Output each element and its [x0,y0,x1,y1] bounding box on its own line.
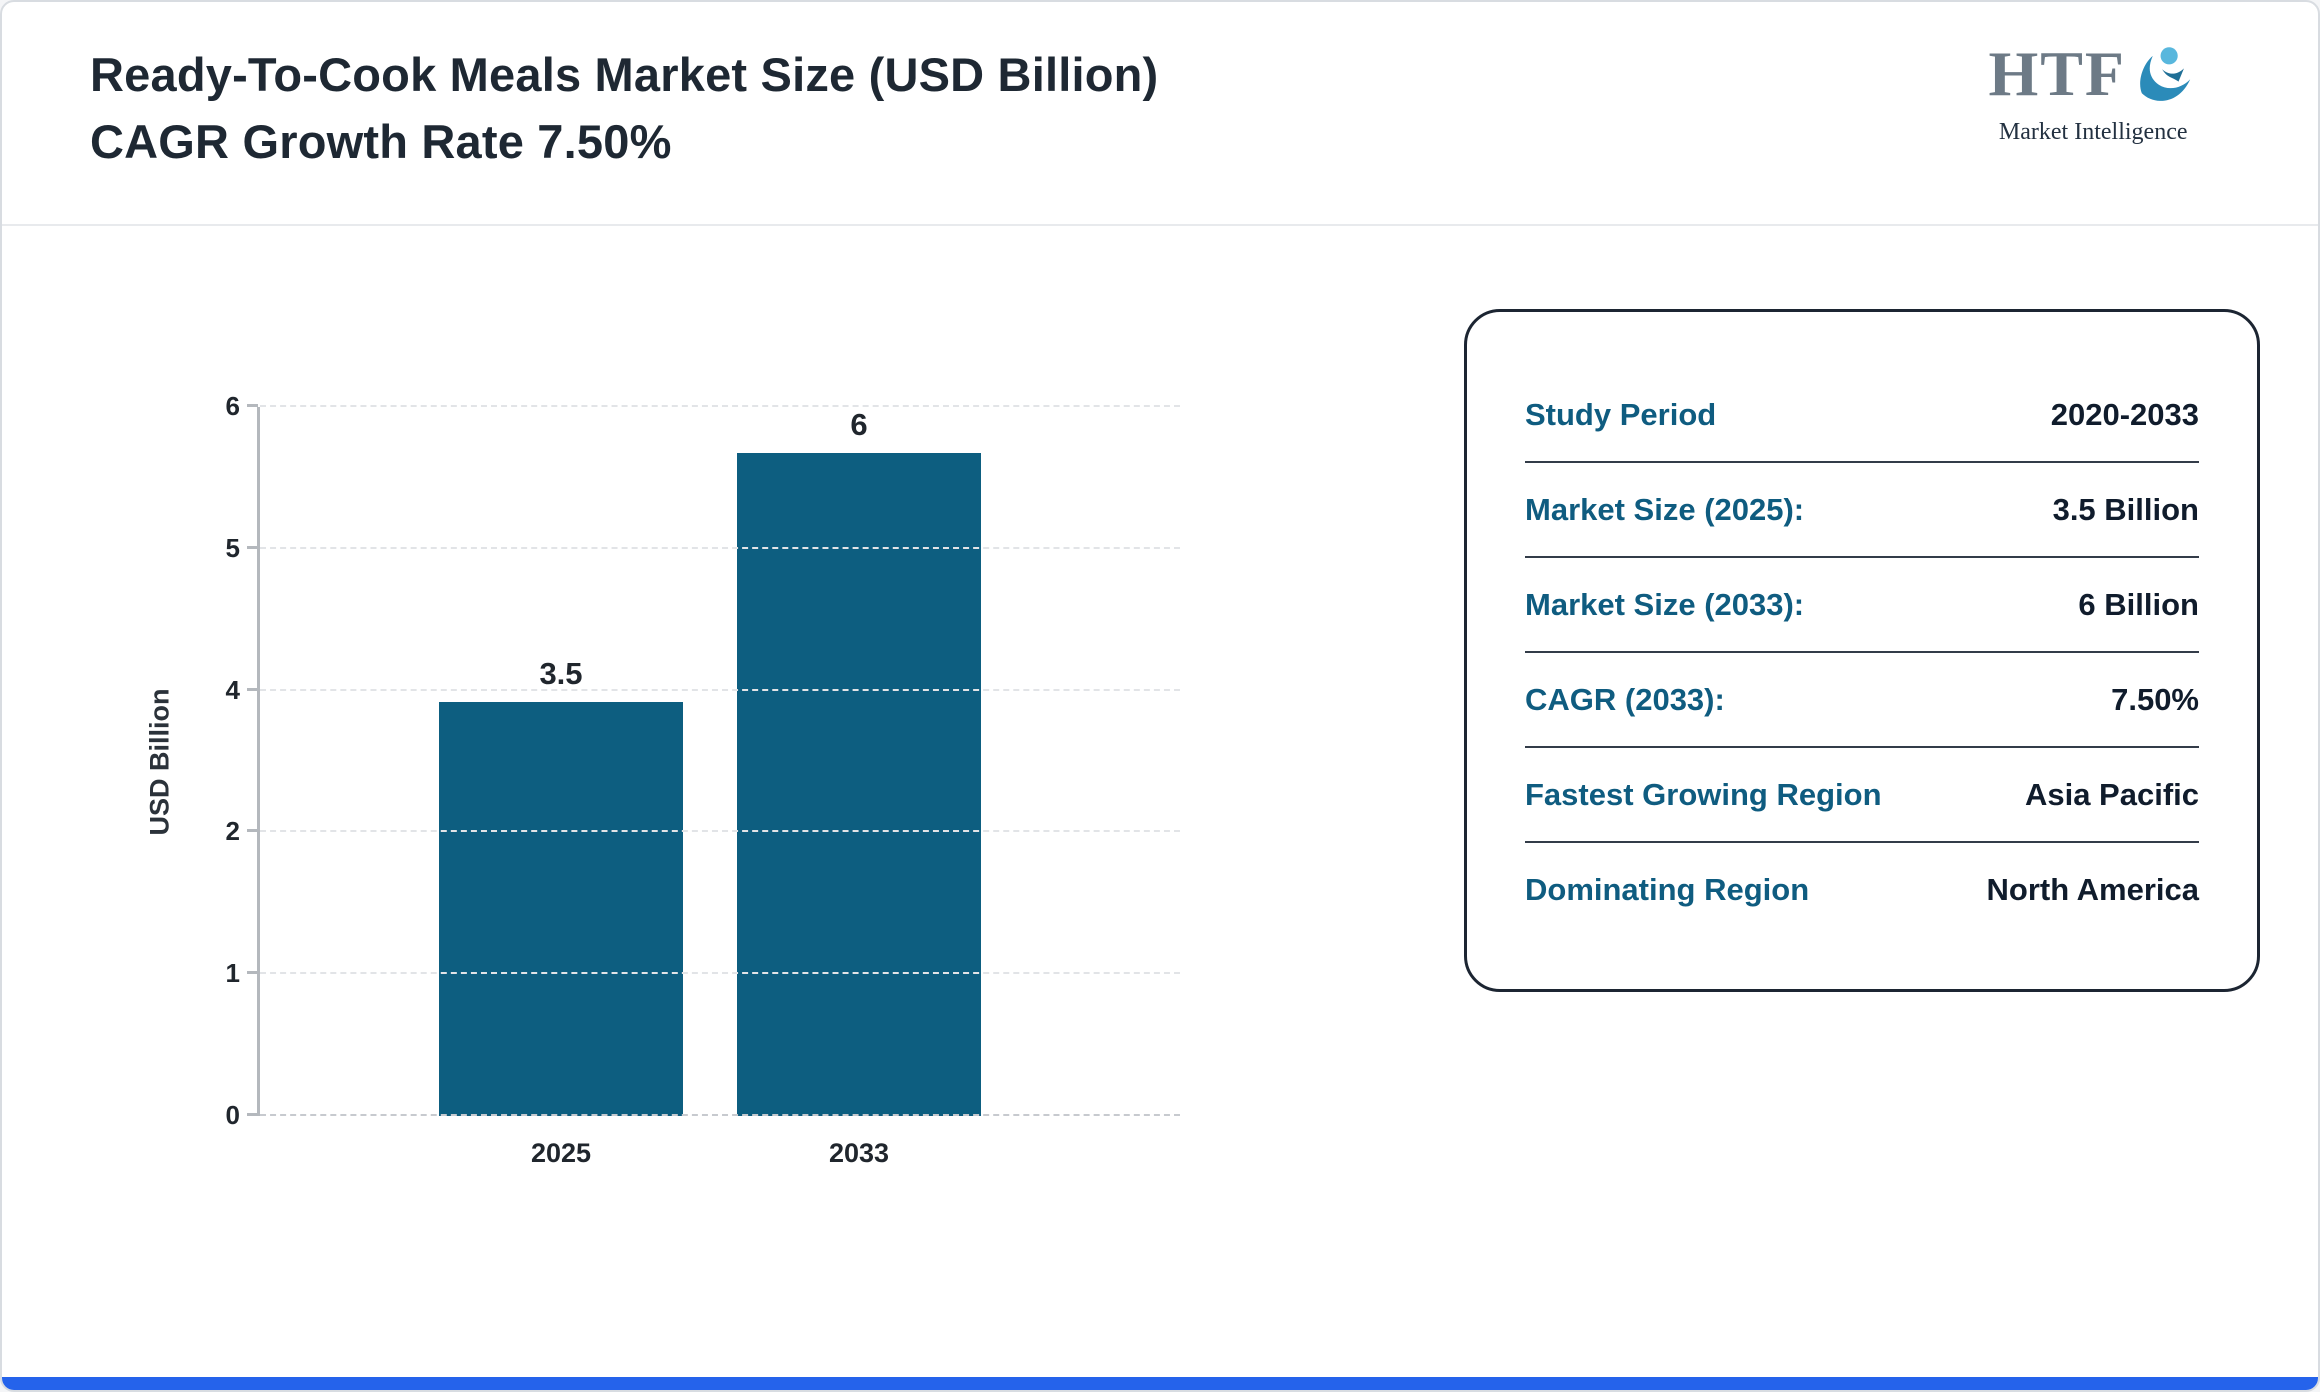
info-card-row-label: Study Period [1525,396,1717,432]
gridline [260,546,1180,549]
plot-area: 3.5 2025 6 2033 0 1 2 4 5 6 [226,391,1180,1168]
y-tick-mark [247,545,258,549]
bar-value-label: 3.5 [539,656,583,692]
y-tick-label: 1 [225,958,240,989]
info-card-row: Dominating Region North America [1525,843,2199,936]
y-tick-mark [247,971,258,975]
gridline [260,972,1180,975]
info-card-row-value: 7.50% [2111,681,2199,717]
y-tick-mark [247,829,258,833]
info-card-row-label: Fastest Growing Region [1525,776,1882,812]
footer-accent-bar [2,1377,2318,1390]
info-card-row: Fastest Growing Region Asia Pacific [1525,748,2199,843]
bar-2025 [439,702,683,1116]
bar-2033 [737,453,981,1116]
page-title-line2: CAGR Growth Rate 7.50% [90,114,672,168]
gridline [260,688,1180,691]
y-tick-mark [247,1113,258,1116]
y-tick-label: 6 [225,391,240,421]
gridline [260,1114,1180,1116]
info-card-row: Market Size (2025): 3.5 Billion [1525,463,2199,558]
y-tick-label: 5 [225,532,240,563]
htf-logo-swoosh-icon [2120,34,2198,117]
info-card-row: CAGR (2033): 7.50% [1525,653,2199,748]
y-tick-mark [247,687,258,691]
info-card-row: Market Size (2033): 6 Billion [1525,558,2199,653]
y-tick-label: 4 [225,674,240,705]
info-card-rows: Study Period 2020-2033 Market Size (2025):… [1525,368,2199,936]
x-axis-label: 2025 [530,1138,592,1168]
bar-value-label: 6 [850,407,868,442]
header-divider [2,224,2318,226]
x-axis-label: 2033 [828,1138,890,1168]
htf-logo: HTF Market Intelligence [1988,42,2198,146]
info-card-row-label: CAGR (2033): [1525,681,1725,717]
info-card-row-value: 3.5 Billion [2052,491,2199,527]
y-tick-label: 2 [225,816,240,847]
info-card-row-value: North America [1986,871,2199,907]
info-card-row-value: 2020-2033 [2050,396,2199,432]
bars-container: 3.5 2025 6 2033 [260,407,1160,1168]
info-card-row-label: Dominating Region [1525,871,1810,907]
page-title-line1: Ready-To-Cook Meals Market Size (USD Bil… [90,48,1159,101]
bar-group: 6 2033 [737,407,981,1168]
info-card-row-value: 6 Billion [2078,586,2199,622]
y-tick-label: 0 [225,1100,240,1130]
info-card: Study Period 2020-2033 Market Size (2025):… [1464,309,2260,992]
info-card-row-label: Market Size (2033): [1525,586,1805,622]
y-tick-mark [247,404,258,407]
gridline [260,830,1180,833]
gridline [260,405,1180,407]
header: Ready-To-Cook Meals Market Size (USD Bil… [2,2,2318,226]
info-card-row-label: Market Size (2025): [1525,491,1805,527]
htf-logo-subtext: Market Intelligence [1998,119,2188,145]
bar-group: 3.5 2025 [439,407,683,1168]
y-axis-title: USD Billion [144,688,175,836]
info-card-row-value: Asia Pacific [2024,776,2199,812]
info-card-row: Study Period 2020-2033 [1525,368,2199,463]
page-title: Ready-To-Cook Meals Market Size (USD Bil… [90,42,1158,175]
htf-logo-text: HTF [1988,38,2126,109]
